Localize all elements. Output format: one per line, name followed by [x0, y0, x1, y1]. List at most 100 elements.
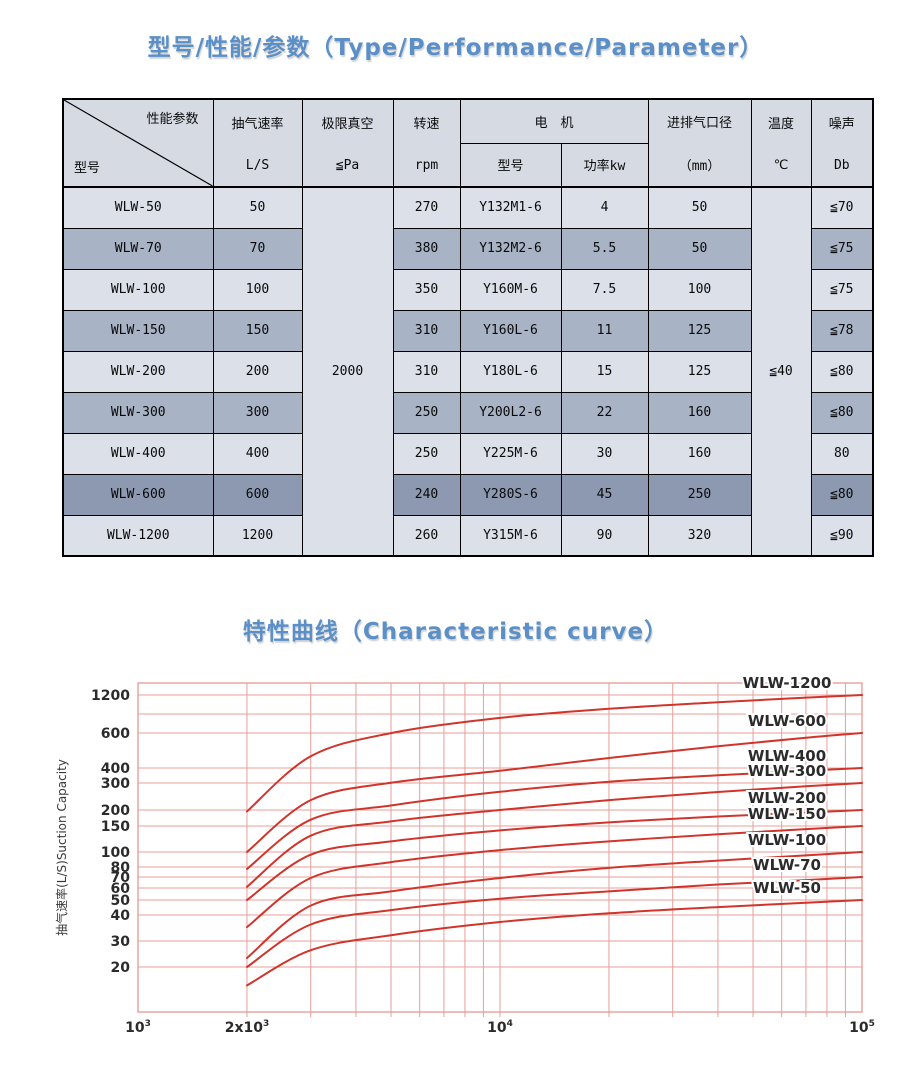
- cell-motor-model: Y180L-6: [459, 350, 562, 393]
- cell-rpm: 270: [392, 186, 461, 229]
- cell-motor-power: 4: [560, 186, 649, 229]
- cell-rpm: 380: [392, 227, 461, 270]
- cell-noise: ≦80: [810, 391, 874, 434]
- curve-label-WLW-1200: WLW-1200: [743, 674, 832, 692]
- header-noise-unit: Db: [833, 158, 850, 173]
- header-performance-params: 性能参数: [146, 112, 199, 127]
- header-suction-name: 抽气速率: [231, 117, 284, 132]
- cell-suction: 1200: [212, 514, 303, 557]
- cell-suction: 200: [212, 350, 303, 393]
- diagonal-line: [64, 100, 212, 186]
- cell-noise: ≦80: [810, 350, 874, 393]
- table-row: WLW-200 200 310 Y180L-6 15 125 ≦80: [62, 350, 874, 393]
- cell-port: 125: [647, 350, 752, 393]
- cell-motor-model: Y315M-6: [459, 514, 562, 557]
- y-tick-label: 100: [101, 845, 130, 861]
- y-tick-label: 1200: [91, 688, 130, 704]
- table-row: WLW-300 300 250 Y200L2-6 22 160 ≦80: [62, 391, 874, 434]
- header-vacuum-unit: ≦Pa: [335, 158, 360, 173]
- cell-port: 125: [647, 309, 752, 352]
- cell-model: WLW-600: [62, 473, 214, 516]
- cell-suction: 100: [212, 268, 303, 311]
- y-tick-label: 50: [111, 893, 131, 909]
- cell-motor-model: Y132M2-6: [459, 227, 562, 270]
- characteristic-curve-chart: WLW-1200 WLW-600 WLW-400 WLW-300 WLW-200 WLW-…: [0, 650, 911, 1070]
- curve-label-WLW-50: WLW-50: [753, 879, 821, 897]
- cell-motor-power: 90: [560, 514, 649, 557]
- header-motor: 电 机: [459, 98, 649, 144]
- cell-noise: ≦75: [810, 268, 874, 311]
- cell-suction: 400: [212, 432, 303, 475]
- header-speed: 转速 rpm: [392, 98, 461, 188]
- cell-suction: 70: [212, 227, 303, 270]
- cell-noise: ≦70: [810, 186, 874, 229]
- cell-port: 320: [647, 514, 752, 557]
- cell-motor-model: Y225M-6: [459, 432, 562, 475]
- curve-label-WLW-100: WLW-100: [748, 831, 826, 849]
- cell-rpm: 240: [392, 473, 461, 516]
- spec-table-body: WLW-50 50 2000 270 Y132M1-6 4 50 ≦40 ≦70 WLW-70 70…: [62, 186, 874, 557]
- x-tick-label: 105: [849, 1019, 875, 1036]
- cell-rpm: 310: [392, 309, 461, 352]
- cell-rpm: 310: [392, 350, 461, 393]
- header-vacuum: 极限真空 ≦Pa: [301, 98, 394, 188]
- cell-motor-model: Y160L-6: [459, 309, 562, 352]
- header-vacuum-name: 极限真空: [321, 117, 374, 132]
- y-tick-label: 400: [101, 761, 130, 777]
- header-port-name: 进排气口径: [667, 116, 733, 131]
- table-row: WLW-150 150 310 Y160L-6 11 125 ≦78: [62, 309, 874, 352]
- cell-motor-power: 11: [560, 309, 649, 352]
- cell-rpm: 260: [392, 514, 461, 557]
- header-speed-name: 转速: [413, 117, 440, 132]
- table-row: WLW-400 400 250 Y225M-6 30 160 80: [62, 432, 874, 475]
- plot-frame: [137, 682, 863, 1013]
- table-row: WLW-600 600 240 Y280S-6 45 250 ≦80: [62, 473, 874, 516]
- curve-label-WLW-400: WLW-400: [748, 747, 826, 765]
- cell-noise: ≦80: [810, 473, 874, 516]
- cell-port: 250: [647, 473, 752, 516]
- cell-model: WLW-70: [62, 227, 214, 270]
- cell-port: 160: [647, 432, 752, 475]
- cell-rpm: 350: [392, 268, 461, 311]
- curve-label-WLW-150: WLW-150: [748, 805, 826, 823]
- header-suction: 抽气速率 L/S: [212, 98, 303, 188]
- spec-table-header: 性能参数 型号 抽气速率 L/S 极限真空 ≦Pa 转速 rpm: [62, 98, 874, 188]
- cell-port: 50: [647, 186, 752, 229]
- header-port: 进排气口径 （mm）: [647, 98, 752, 188]
- header-suction-unit: L/S: [245, 158, 270, 173]
- spec-table: 性能参数 型号 抽气速率 L/S 极限真空 ≦Pa 转速 rpm: [62, 98, 875, 557]
- curve-label-WLW-200: WLW-200: [748, 789, 826, 807]
- cell-model: WLW-100: [62, 268, 214, 311]
- x-tick-label: 104: [487, 1019, 513, 1036]
- cell-motor-power: 7.5: [560, 268, 649, 311]
- x-tick-label: 2x103: [225, 1019, 270, 1036]
- cell-noise: ≦90: [810, 514, 874, 557]
- cell-model: WLW-50: [62, 186, 214, 229]
- cell-model: WLW-200: [62, 350, 214, 393]
- header-speed-unit: rpm: [414, 158, 439, 173]
- header-motor-power: 功率kw: [560, 142, 649, 188]
- y-tick-label: 600: [101, 726, 130, 742]
- cell-model: WLW-400: [62, 432, 214, 475]
- cell-temp: ≦40: [750, 186, 812, 557]
- cell-motor-power: 22: [560, 391, 649, 434]
- curve-WLW-1200: [246, 694, 863, 813]
- y-tick-label: 200: [101, 803, 130, 819]
- header-port-unit: （mm）: [678, 159, 721, 174]
- cell-noise: 80: [810, 432, 874, 475]
- header-diagonal: 性能参数 型号: [62, 98, 214, 188]
- chart-canvas: WLW-1200WLW-600WLW-400WLW-300WLW-200WLW-…: [54, 672, 875, 1036]
- cell-suction: 300: [212, 391, 303, 434]
- cell-motor-power: 30: [560, 432, 649, 475]
- curve-WLW-200: [246, 809, 863, 901]
- y-tick-label: 150: [101, 819, 130, 835]
- curve-WLW-70: [246, 876, 863, 968]
- curve-label-WLW-70: WLW-70: [753, 856, 821, 874]
- header-noise: 噪声 Db: [810, 98, 874, 188]
- cell-suction: 50: [212, 186, 303, 229]
- curve-WLW-600: [246, 732, 863, 853]
- cell-motor-model: Y280S-6: [459, 473, 562, 516]
- cell-suction: 150: [212, 309, 303, 352]
- curve-WLW-150: [246, 825, 863, 929]
- header-noise-name: 噪声: [828, 117, 855, 132]
